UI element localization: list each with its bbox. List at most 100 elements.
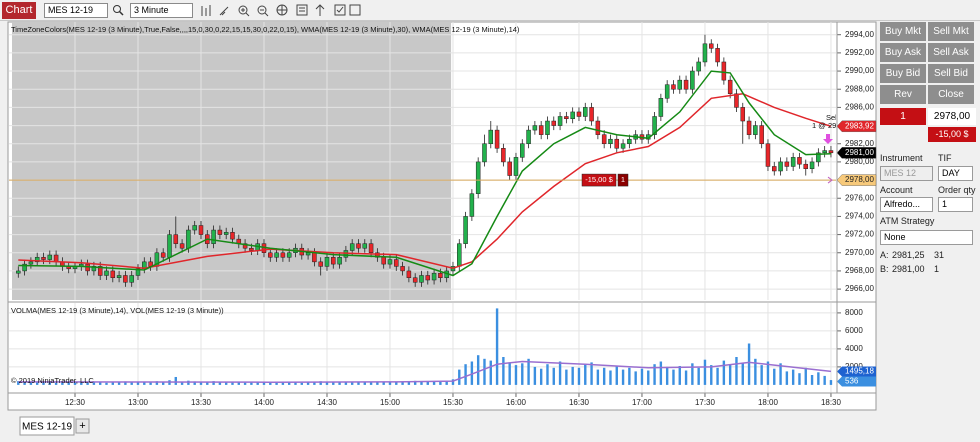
- buy-mkt[interactable]: Buy Mkt: [880, 22, 926, 41]
- y-tick-label: 2980,00: [845, 157, 874, 166]
- volume-bar: [42, 382, 45, 385]
- price-marker-label: 2983,92: [845, 121, 874, 130]
- zoom-out-icon[interactable]: [257, 5, 267, 15]
- x-tick-label: 18:00: [758, 398, 779, 407]
- qty-input[interactable]: 1: [938, 197, 973, 212]
- volume-bar: [117, 382, 121, 385]
- volume-bar: [420, 381, 423, 385]
- volume-bar: [716, 367, 719, 385]
- wma-line: [18, 93, 832, 269]
- execution-detail: 1 @ 2978,00: [812, 121, 855, 130]
- candle-body: [16, 270, 21, 274]
- volume-bar: [344, 381, 348, 385]
- volume-bar: [124, 381, 127, 385]
- properties-icon[interactable]: [296, 4, 308, 16]
- volume-bar: [199, 381, 203, 385]
- candle-body: [28, 261, 34, 265]
- candle-body: [381, 257, 386, 265]
- account-select[interactable]: Alfredo...: [880, 197, 933, 212]
- volume-bar: [691, 363, 694, 385]
- volume-bar: [791, 369, 795, 385]
- ask-price: 2981,25: [892, 250, 925, 260]
- candle-body: [425, 275, 431, 281]
- candle-body: [790, 157, 796, 167]
- tif-select[interactable]: DAY: [938, 166, 973, 181]
- strategy-icon[interactable]: [315, 4, 325, 16]
- tools-icon[interactable]: [349, 4, 361, 16]
- candle-body: [179, 243, 185, 249]
- sell-mkt[interactable]: Sell Mkt: [928, 22, 974, 41]
- atm-select[interactable]: None: [880, 230, 973, 245]
- qty-label: Order qty: [938, 185, 976, 195]
- candle-body: [173, 234, 179, 244]
- volume-bar: [697, 367, 700, 385]
- order-pnl-box: [581, 173, 617, 187]
- candle-body: [740, 107, 746, 122]
- trade-icon[interactable]: [334, 4, 346, 16]
- instrument-select[interactable]: MES 12: [880, 166, 933, 181]
- price-marker-label: 2978,00: [845, 175, 874, 184]
- candle-body: [110, 270, 116, 278]
- add-tab[interactable]: [75, 418, 90, 434]
- tif-label: TIF: [938, 153, 952, 163]
- buy-bid[interactable]: Buy Bid: [880, 64, 926, 83]
- volume-bar: [823, 375, 826, 385]
- zoom-in-icon[interactable]: [238, 5, 248, 15]
- volume-bar: [728, 364, 732, 385]
- bars-icon[interactable]: [201, 5, 211, 16]
- candle-body: [551, 120, 557, 126]
- reverse[interactable]: Rev: [880, 85, 926, 104]
- volume-marker-label: 536: [845, 377, 859, 386]
- order-arrow: [827, 176, 833, 184]
- volume-bar: [161, 382, 165, 385]
- candle-body: [129, 275, 134, 283]
- candle-body: [104, 270, 109, 276]
- volume-bar: [445, 380, 448, 385]
- order-qty: 1: [621, 175, 625, 184]
- x-tick-label: 18:30: [821, 398, 842, 407]
- candle-body: [671, 84, 676, 90]
- x-tick-label: 15:30: [443, 398, 464, 407]
- volume-bar: [319, 381, 322, 385]
- window-tab[interactable]: Chart: [2, 2, 36, 19]
- candle-body: [305, 252, 311, 256]
- tab-label[interactable]: MES 12-19: [22, 422, 72, 433]
- candle-body: [772, 166, 777, 172]
- volume-bar: [149, 382, 152, 385]
- volume-bar: [678, 366, 681, 385]
- buy-ask[interactable]: Buy Ask: [880, 43, 926, 62]
- candle-body: [249, 247, 254, 251]
- instrument-select[interactable]: MES 12-19: [44, 3, 108, 18]
- position-qty: 1: [880, 108, 926, 125]
- volume-bar: [250, 382, 253, 385]
- volume-bar: [256, 382, 259, 385]
- candle-body: [557, 116, 563, 126]
- volume-panel-title: VOLMA(MES 12-19 (3 Minute),14), VOL(MES …: [11, 306, 224, 315]
- draw-icon[interactable]: [219, 6, 229, 16]
- volume-bar: [294, 382, 297, 385]
- sell-ask[interactable]: Sell Ask: [928, 43, 974, 62]
- volume-bar: [779, 363, 782, 385]
- x-tick-label: 16:00: [506, 398, 527, 407]
- sell-bid[interactable]: Sell Bid: [928, 64, 974, 83]
- candle-body: [394, 259, 399, 267]
- candle-body: [482, 143, 487, 163]
- candle-body: [431, 272, 437, 281]
- volma-marker-label: 1495,18: [845, 367, 874, 376]
- volume-bar: [514, 365, 518, 385]
- volume-bar: [451, 379, 455, 385]
- candle-body: [778, 161, 783, 172]
- candle-body: [759, 125, 764, 144]
- interval-select[interactable]: 3 Minute: [130, 3, 193, 18]
- volume-bar: [628, 367, 631, 385]
- volume-bar: [533, 366, 537, 385]
- price-marker: [836, 120, 877, 132]
- search-icon[interactable]: [112, 4, 124, 16]
- add-tab-label[interactable]: +: [79, 420, 85, 432]
- volume-bar: [577, 367, 581, 385]
- close[interactable]: Close: [928, 85, 974, 104]
- y-tick-label: 2990,00: [845, 66, 874, 75]
- volume-bar: [287, 382, 291, 385]
- tab[interactable]: [19, 416, 75, 436]
